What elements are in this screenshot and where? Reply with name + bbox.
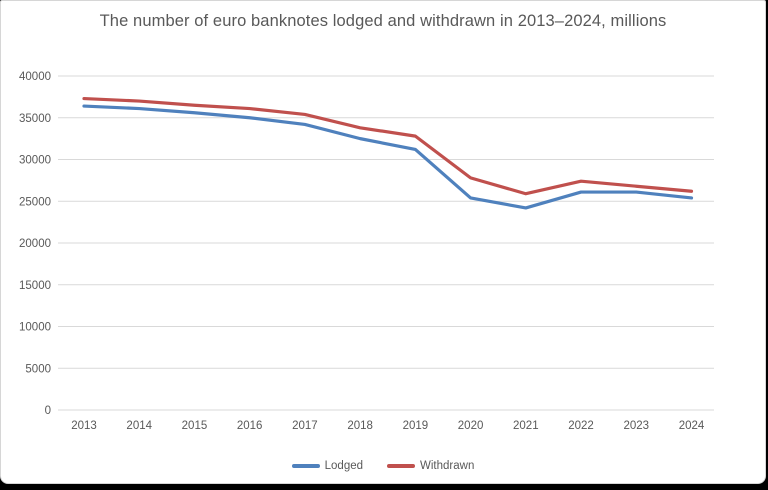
series-line-lodged bbox=[82, 104, 694, 210]
x-tick-label: 2013 bbox=[71, 420, 97, 432]
y-tick-label: 30000 bbox=[19, 155, 51, 167]
x-tick-label: 2017 bbox=[292, 420, 318, 432]
series-line-withdrawn bbox=[82, 96, 694, 196]
chart-title: The number of euro banknotes lodged and … bbox=[99, 12, 667, 30]
x-tick-label: 2014 bbox=[126, 420, 152, 432]
y-tick-label: 25000 bbox=[19, 196, 51, 208]
x-tick-label: 2022 bbox=[568, 420, 594, 432]
y-tick-label: 10000 bbox=[19, 322, 51, 334]
y-tick-label: 40000 bbox=[19, 71, 51, 83]
x-tick-label: 2016 bbox=[237, 420, 263, 432]
y-tick-label: 5000 bbox=[25, 363, 51, 375]
legend-label-lodged: Lodged bbox=[324, 460, 364, 472]
x-tick-label: 2020 bbox=[458, 420, 484, 432]
x-tick-label: 2018 bbox=[347, 420, 373, 432]
x-tick-label: 2015 bbox=[182, 420, 208, 432]
x-tick-label: 2019 bbox=[403, 420, 429, 432]
x-tick-label: 2021 bbox=[513, 420, 539, 432]
x-tick-label: 2023 bbox=[623, 420, 649, 432]
legend-item-lodged: Lodged bbox=[291, 460, 364, 472]
y-tick-label: 0 bbox=[45, 405, 51, 417]
y-tick-label: 20000 bbox=[19, 238, 51, 250]
y-tick-label: 35000 bbox=[19, 113, 51, 125]
legend-label-withdrawn: Withdrawn bbox=[420, 460, 475, 472]
y-tick-label: 15000 bbox=[19, 280, 51, 292]
desktop-edge bbox=[0, 484, 768, 490]
legend: Lodged Withdrawn bbox=[1, 460, 765, 472]
x-tick-label: 2024 bbox=[679, 420, 705, 432]
legend-line-lodged bbox=[291, 464, 320, 468]
legend-item-withdrawn: Withdrawn bbox=[387, 460, 474, 472]
legend-line-withdrawn bbox=[387, 464, 416, 468]
